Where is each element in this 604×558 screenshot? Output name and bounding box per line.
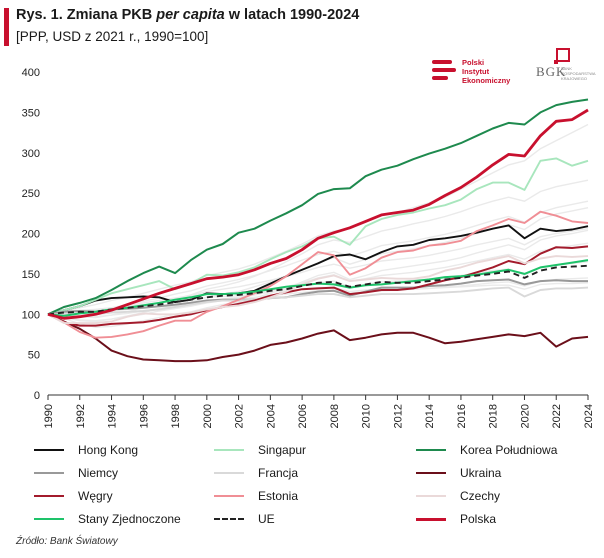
x-tick-label: 1992 bbox=[75, 404, 87, 428]
line-chart: 0 50 100 150 200 250 300 350 400 1990 1992 1994 1996… bbox=[22, 67, 595, 428]
legend-item: Hong Kong bbox=[34, 442, 138, 458]
chart-title: Rys. 1. Zmiana PKB per capita w latach 1… bbox=[16, 7, 360, 23]
legend-swatch bbox=[214, 449, 244, 451]
series-line-czechy bbox=[47, 255, 589, 325]
bgk-logo-square bbox=[556, 48, 570, 62]
background-series-line bbox=[47, 228, 589, 315]
legend-item: Niemcy bbox=[34, 465, 118, 481]
y-tick-label: 50 bbox=[28, 350, 40, 362]
background-series-line bbox=[47, 179, 589, 319]
title-accent-bar bbox=[4, 8, 9, 46]
legend-label: UE bbox=[258, 512, 275, 526]
pie-logo-text: Polski Instytut Ekonomiczny bbox=[462, 58, 511, 85]
legend-item: Węgry bbox=[34, 488, 113, 504]
x-tick-label: 2022 bbox=[551, 404, 563, 428]
legend-item: Korea Południowa bbox=[416, 442, 557, 458]
legend-swatch bbox=[416, 472, 446, 474]
bgk-logo: BGK BANK GOSPODARSTWA KRAJOWEGO bbox=[534, 46, 596, 90]
series-line-ukraina bbox=[47, 313, 589, 363]
legend-label: Czechy bbox=[460, 489, 501, 503]
legend-swatch bbox=[214, 495, 244, 497]
legend-label: Korea Południowa bbox=[460, 443, 558, 457]
y-tick-label: 150 bbox=[22, 269, 40, 281]
pie-logo-mark bbox=[432, 60, 456, 88]
legend-label: Ukraina bbox=[460, 466, 502, 480]
series-line-niemcy bbox=[47, 278, 588, 316]
legend-swatch bbox=[34, 518, 64, 520]
legend-item: Polska bbox=[416, 511, 496, 527]
bgk-logo-subtext: BANK GOSPODARSTWA KRAJOWEGO bbox=[561, 66, 596, 81]
y-tick-label: 250 bbox=[22, 188, 40, 200]
x-tick-label: 2020 bbox=[519, 404, 531, 428]
legend-swatch bbox=[416, 517, 446, 521]
chart-subtitle: [PPP, USD z 2021 r., 1990=100] bbox=[16, 29, 209, 44]
x-tick-label: 2004 bbox=[265, 404, 277, 428]
background-series-line bbox=[47, 123, 589, 315]
legend-label: Hong Kong bbox=[78, 443, 139, 457]
legend-label: Niemcy bbox=[78, 466, 119, 480]
source-note: Źródło: Bank Światowy bbox=[16, 536, 118, 547]
legend-swatch bbox=[34, 449, 64, 451]
x-tick-label: 2018 bbox=[488, 404, 500, 428]
legend-item: Singapur bbox=[214, 442, 306, 458]
x-tick-label: 1994 bbox=[107, 404, 119, 428]
series-line-węgry bbox=[47, 245, 589, 327]
y-tick-label: 400 bbox=[22, 67, 40, 79]
x-tick-label: 1998 bbox=[170, 404, 182, 428]
y-tick-label: 100 bbox=[22, 309, 40, 321]
x-tick-label: 2006 bbox=[297, 404, 309, 428]
x-tick-label: 2016 bbox=[456, 404, 468, 428]
series-line-korea-południowa bbox=[47, 98, 589, 316]
legend-item: Francja bbox=[214, 465, 298, 481]
chart-legend: Hong Kong Singapur Korea Południowa Niemcy F… bbox=[34, 442, 594, 532]
series-line-francja bbox=[48, 286, 589, 316]
series-line-ue bbox=[47, 264, 589, 316]
y-tick-label: 350 bbox=[22, 107, 40, 119]
x-tick-label: 2024 bbox=[583, 404, 595, 428]
legend-swatch bbox=[34, 472, 64, 474]
x-tick-label: 1990 bbox=[43, 404, 55, 428]
legend-label: Estonia bbox=[258, 489, 299, 503]
x-tick-label: 2002 bbox=[234, 404, 246, 428]
legend-item: Ukraina bbox=[416, 465, 501, 481]
legend-item: Stany Zjednoczone bbox=[34, 511, 181, 527]
legend-label: Stany Zjednoczone bbox=[78, 512, 181, 526]
y-tick-label: 0 bbox=[34, 390, 40, 402]
legend-item: Estonia bbox=[214, 488, 298, 504]
x-tick-label: 2014 bbox=[424, 404, 436, 428]
legend-item: Czechy bbox=[416, 488, 500, 504]
y-tick-label: 200 bbox=[22, 229, 40, 241]
bgk-logo-dot bbox=[554, 60, 558, 64]
legend-label: Węgry bbox=[78, 489, 113, 503]
legend-swatch bbox=[416, 495, 446, 497]
series-line-hong-kong bbox=[47, 224, 589, 316]
series-line-polska bbox=[47, 108, 589, 320]
x-tick-label: 1996 bbox=[138, 404, 150, 428]
legend-swatch bbox=[34, 495, 64, 497]
bgk-logo-name: BGK bbox=[536, 64, 567, 79]
legend-swatch bbox=[416, 449, 446, 451]
x-tick-label: 2010 bbox=[361, 404, 373, 428]
legend-swatch bbox=[214, 518, 244, 520]
x-tick-label: 2012 bbox=[392, 404, 404, 428]
pie-logo: Polski Instytut Ekonomiczny bbox=[432, 58, 518, 92]
background-series-line bbox=[47, 200, 589, 315]
series-line-estonia bbox=[47, 210, 589, 339]
legend-item: UE bbox=[214, 511, 275, 527]
y-tick-label: 300 bbox=[22, 148, 40, 160]
legend-label: Singapur bbox=[258, 443, 307, 457]
legend-label: Polska bbox=[460, 512, 497, 526]
x-tick-label: 2008 bbox=[329, 404, 341, 428]
legend-label: Francja bbox=[258, 466, 299, 480]
legend-swatch bbox=[214, 472, 244, 474]
x-tick-label: 2000 bbox=[202, 404, 214, 428]
